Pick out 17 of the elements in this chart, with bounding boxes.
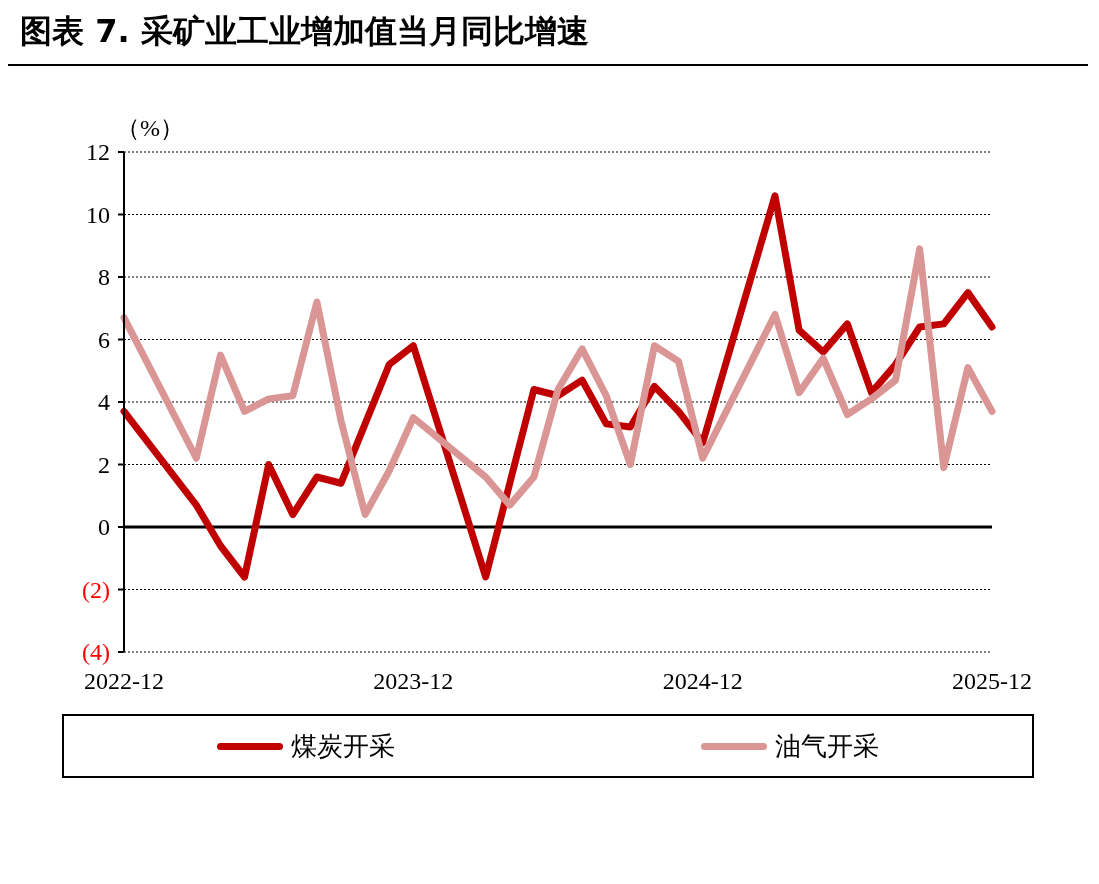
x-tick-label: 2024-12 bbox=[662, 668, 743, 695]
x-tick-label: 2022-12 bbox=[84, 668, 164, 695]
y-tick-label: 8 bbox=[98, 264, 110, 290]
y-tick-label: 10 bbox=[86, 201, 110, 228]
y-axis-title: （%） bbox=[116, 114, 184, 143]
x-tick-label: 2023-12 bbox=[373, 668, 454, 695]
x-tick-label: 2025-12 bbox=[952, 668, 1032, 695]
y-tick-label: 0 bbox=[98, 514, 110, 540]
y-tick-label: (2) bbox=[82, 576, 110, 603]
y-tick-label: 2 bbox=[98, 451, 110, 478]
y-tick-label: 4 bbox=[98, 389, 110, 415]
chart-title: 图表 7. 采矿业工业增加值当月同比增速 bbox=[8, 8, 1088, 66]
y-tick-label: 12 bbox=[86, 139, 110, 165]
legend-label: 煤炭开采 bbox=[291, 729, 395, 763]
legend-label: 油气开采 bbox=[775, 729, 879, 763]
y-tick-label: (4) bbox=[82, 639, 110, 665]
y-tick-label: 6 bbox=[98, 326, 110, 353]
